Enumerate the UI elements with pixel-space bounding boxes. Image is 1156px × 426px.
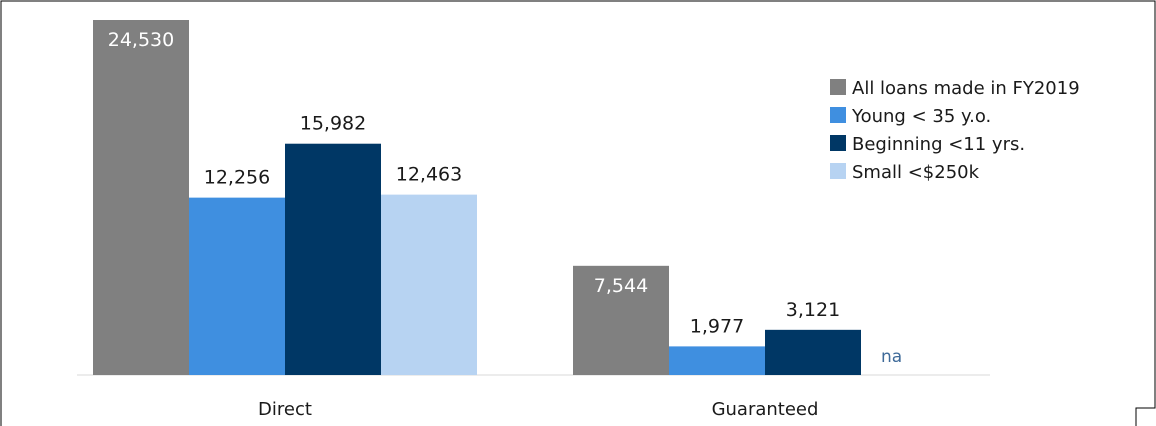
data-label-na: na xyxy=(881,347,902,367)
data-label: 12,463 xyxy=(396,164,462,186)
legend-label: Beginning <11 yrs. xyxy=(852,134,1025,155)
category-label: Direct xyxy=(258,399,312,420)
data-label: 24,530 xyxy=(108,29,174,51)
legend-label: Young < 35 y.o. xyxy=(851,106,991,127)
bar-guaranteed-series-2 xyxy=(669,346,765,375)
data-label: 15,982 xyxy=(300,113,366,135)
bar-guaranteed-series-3 xyxy=(765,329,861,375)
data-labels-layer: 24,530 12,256 15,982 12,463 7,544 1,977 3,121 n… xyxy=(108,29,902,367)
bar-direct-series-2 xyxy=(189,197,285,375)
bar-direct-series-3 xyxy=(285,143,381,375)
legend: All loans made in FY2019 Young < 35 y.o. B… xyxy=(830,78,1080,183)
legend-swatch xyxy=(830,135,846,151)
bar-guaranteed-series-1 xyxy=(573,265,669,375)
category-label: Guaranteed xyxy=(712,399,819,420)
bar-direct-series-4 xyxy=(381,194,477,375)
legend-swatch xyxy=(830,163,846,179)
legend-label: Small <$250k xyxy=(852,162,980,183)
category-axis: Direct Guaranteed xyxy=(258,399,818,420)
bar-direct-series-1 xyxy=(93,20,189,375)
data-label: 7,544 xyxy=(594,275,648,297)
legend-swatch xyxy=(830,107,846,123)
data-label: 12,256 xyxy=(204,167,270,189)
legend-label: All loans made in FY2019 xyxy=(852,78,1080,99)
data-label: 1,977 xyxy=(690,315,744,337)
data-label: 3,121 xyxy=(786,299,840,321)
bars-layer xyxy=(93,20,861,375)
legend-swatch xyxy=(830,79,846,95)
